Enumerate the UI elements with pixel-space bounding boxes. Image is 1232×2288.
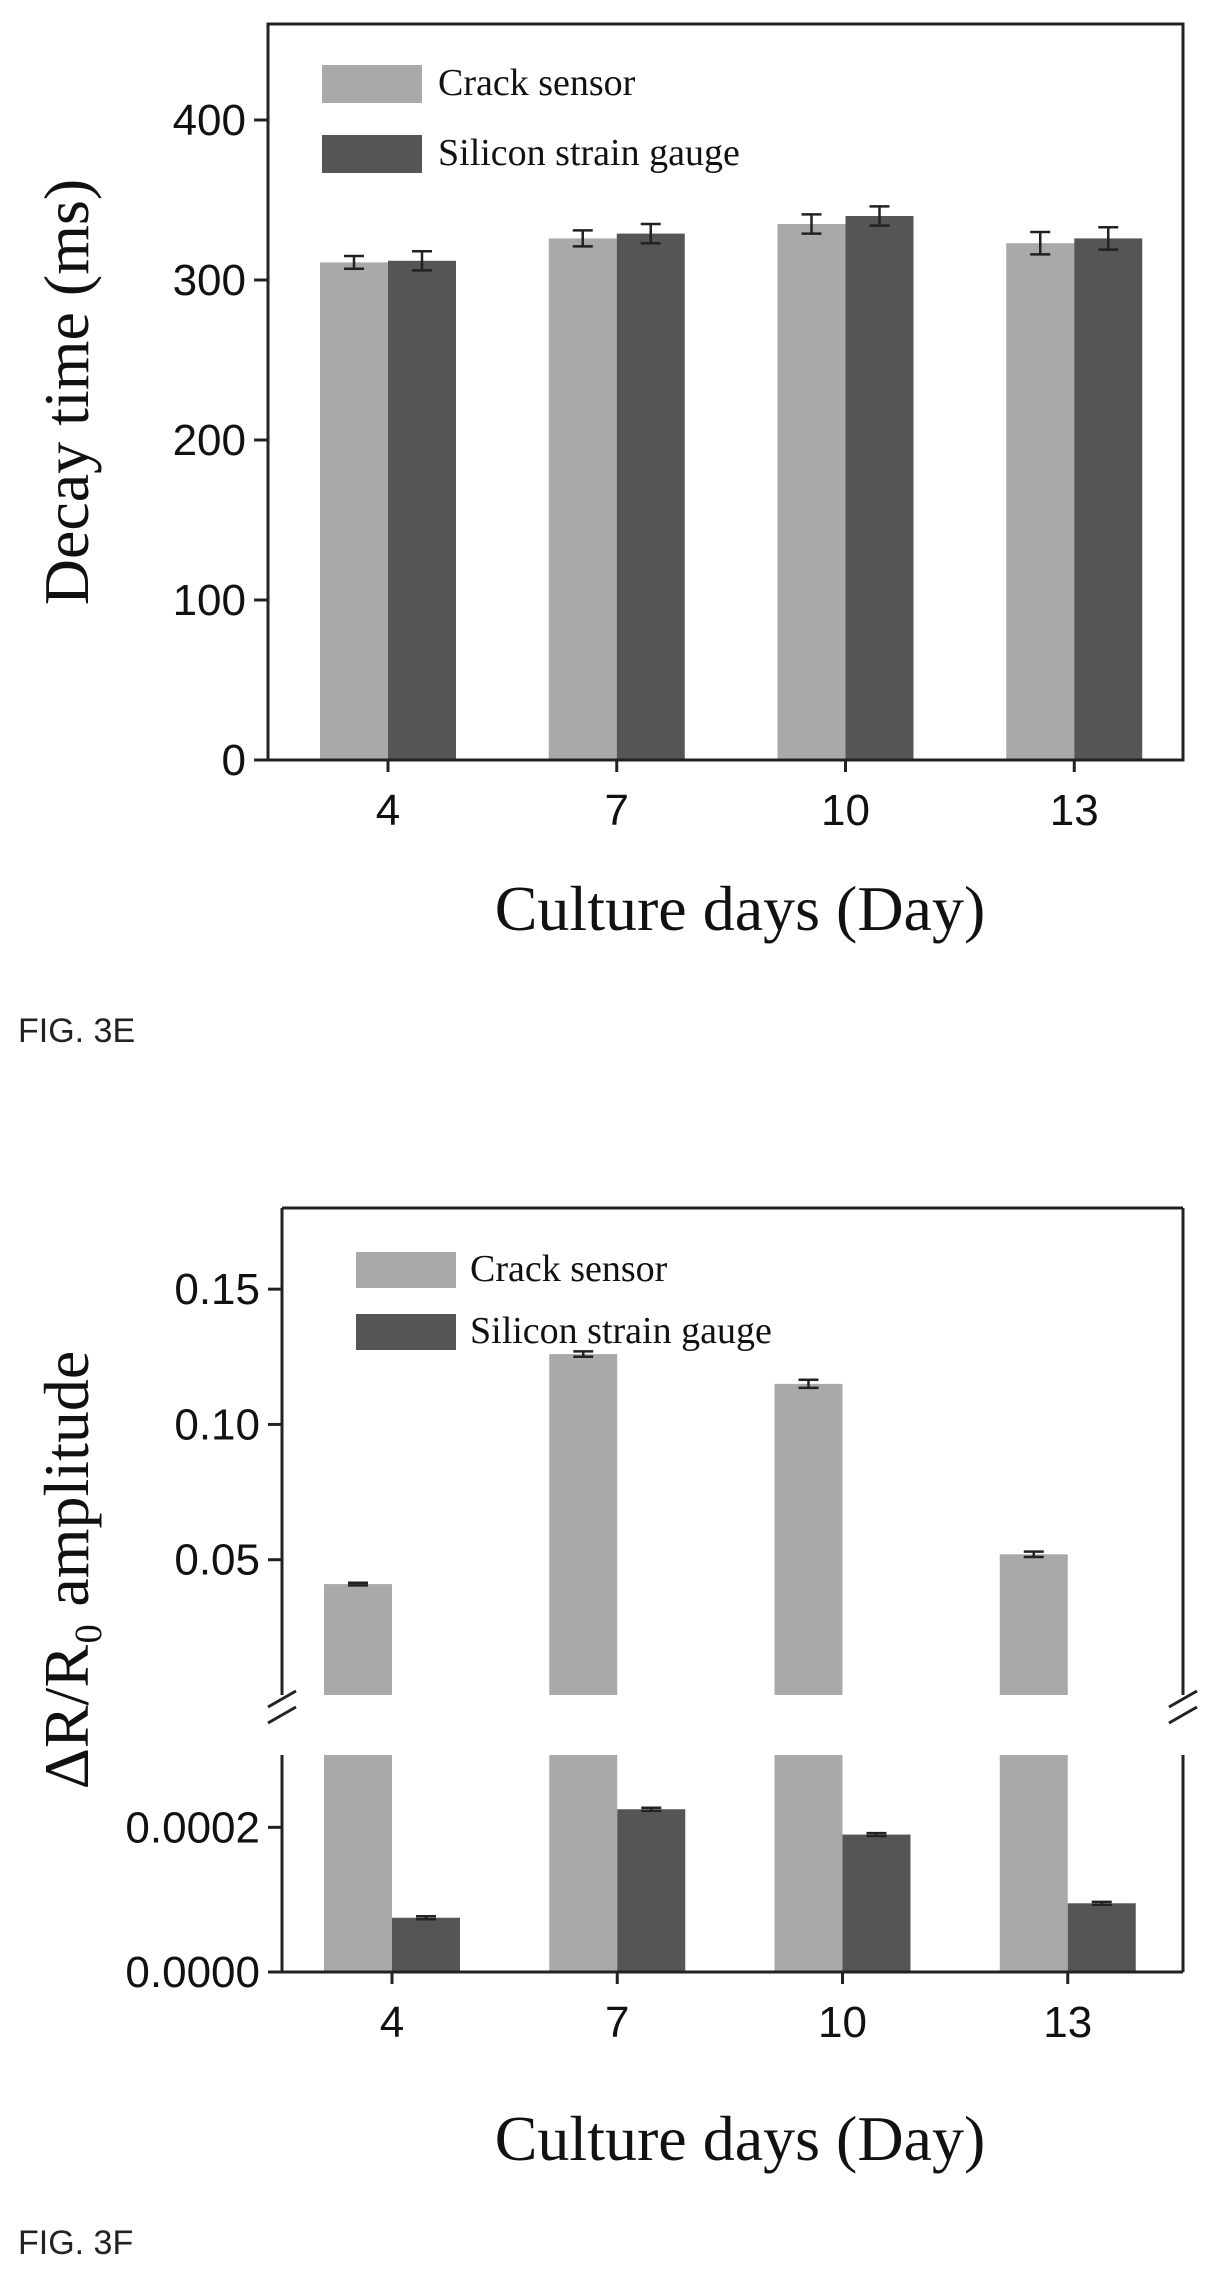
bar-crack-day-4-lower: [324, 1755, 392, 1972]
error-bar-crack-day-13: [1023, 1550, 1044, 1559]
error-bar-silicon-day-13: [1098, 225, 1119, 251]
bar-silicon-day-10: [842, 1834, 911, 1972]
bar-silicon-day-13: [1067, 1903, 1136, 1972]
x-tick-label-4: 4: [376, 786, 400, 835]
legend-swatch-silicon: [322, 135, 422, 173]
bar-crack-day-10-lower: [774, 1755, 843, 1972]
bar-crack-day-10: [777, 224, 846, 760]
amplitude-chart: 4 7 10 13 0.05 0.10 0.15 0.0000 0.0002 Culture da…: [31, 1206, 1198, 2174]
x-tick-label-7: 7: [605, 1998, 629, 2047]
error-bar-silicon-day-10: [869, 205, 890, 227]
y-tick-label-300: 300: [173, 256, 246, 305]
plot-frame: [266, 22, 1185, 762]
axis-break-gap: [280, 1697, 1185, 1753]
bar-crack-day-13-upper: [999, 1554, 1068, 1695]
axis-break-mark-left: [267, 1689, 297, 1725]
figure-label-3e: FIG. 3E: [18, 1012, 136, 1050]
bar-crack-day-4: [320, 262, 388, 760]
y-tick-label-100: 100: [173, 576, 246, 625]
error-bar-crack-day-4: [348, 1581, 368, 1587]
bar-silicon-day-13: [1074, 238, 1143, 760]
bar-crack-day-7: [548, 238, 617, 760]
error-bar-silicon-day-7: [641, 1806, 662, 1812]
bar-crack-day-7-upper: [549, 1354, 618, 1695]
legend-label-crack: Crack sensor: [470, 1248, 668, 1290]
x-axis-title: Culture days (Day): [495, 873, 986, 944]
legend-swatch-crack: [322, 65, 422, 103]
y-tick-label-0.10: 0.10: [174, 1400, 260, 1449]
legend-label-crack: Crack sensor: [438, 62, 636, 104]
axis-break-mark-right: [1168, 1689, 1198, 1725]
bar-crack-day-10-upper: [774, 1383, 843, 1695]
x-tick-label-13: 13: [1043, 1998, 1092, 2047]
bar-crack-day-13-lower: [999, 1755, 1068, 1972]
x-tick-label-13: 13: [1050, 786, 1099, 835]
y-tick-label-200: 200: [173, 416, 246, 465]
y-axis-title: ΔR/R₀ amplitude: [31, 1351, 102, 1790]
error-bar-crack-day-10: [801, 213, 822, 235]
y-tick-label-0.05: 0.05: [174, 1536, 260, 1585]
bar-silicon-day-10: [845, 216, 914, 760]
y-tick-label-400: 400: [173, 96, 246, 145]
x-tick-label-7: 7: [605, 786, 629, 835]
decay-time-chart: 4 7 10 13 0 100 200 300 400 Culture days (Day) Dec…: [31, 22, 1185, 944]
y-tick-label-0.0002: 0.0002: [125, 1803, 260, 1852]
error-bar-silicon-day-13: [1091, 1900, 1112, 1906]
error-bar-silicon-day-4: [412, 249, 432, 272]
y-tick-label-0.0000: 0.0000: [125, 1948, 260, 1997]
error-bar-silicon-day-7: [640, 222, 661, 245]
bar-silicon-day-4: [392, 1917, 460, 1972]
error-bar-crack-day-7: [573, 1350, 594, 1359]
error-bar-crack-day-7: [572, 229, 593, 248]
x-axis-title: Culture days (Day): [495, 2103, 986, 2174]
legend-label-silicon: Silicon strain gauge: [438, 132, 740, 174]
error-bar-silicon-day-10: [866, 1831, 887, 1838]
y-axis-title: Decay time (ms): [31, 179, 102, 606]
bar-crack-day-4-upper: [324, 1584, 392, 1695]
x-tick-label-4: 4: [380, 1998, 404, 2047]
error-bar-crack-day-10: [798, 1378, 819, 1390]
bar-silicon-day-4: [388, 260, 456, 760]
figure-label-3f: FIG. 3F: [18, 2224, 134, 2262]
error-bar-crack-day-4: [344, 254, 364, 271]
bar-silicon-day-7: [616, 233, 685, 761]
error-bar-crack-day-13: [1030, 230, 1051, 256]
bar-crack-day-13: [1006, 243, 1075, 760]
y-tick-label-0: 0: [222, 736, 246, 785]
bar-crack-day-7-lower: [549, 1755, 618, 1972]
legend-swatch-crack: [356, 1252, 456, 1288]
error-bar-silicon-day-4: [416, 1915, 436, 1921]
x-tick-label-10: 10: [818, 1998, 867, 2047]
x-tick-label-10: 10: [821, 786, 870, 835]
bar-silicon-day-7: [617, 1809, 686, 1972]
legend-label-silicon: Silicon strain gauge: [470, 1310, 772, 1352]
y-tick-label-0.15: 0.15: [174, 1265, 260, 1314]
legend-swatch-silicon: [356, 1314, 456, 1350]
